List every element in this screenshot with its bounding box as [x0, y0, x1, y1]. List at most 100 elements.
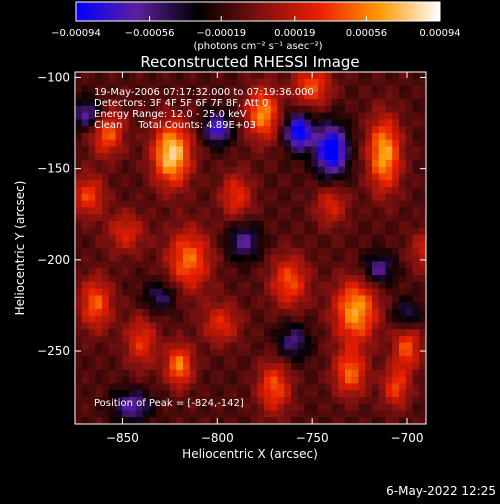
heatmap-cell: [264, 410, 272, 418]
heatmap-cell: [345, 227, 353, 236]
heatmap-cell: [149, 85, 157, 93]
heatmap-cell: [358, 72, 366, 80]
heatmap-cell: [277, 363, 285, 371]
heatmap-cell: [162, 112, 171, 120]
heatmap-cell: [291, 132, 299, 141]
heatmap-cell: [122, 376, 130, 384]
heatmap-cell: [142, 227, 150, 236]
heatmap-cell: [318, 363, 326, 371]
heatmap-cell: [284, 281, 292, 290]
heatmap-cell: [385, 396, 393, 405]
heatmap-cell: [264, 146, 272, 154]
heatmap-cell: [399, 376, 407, 384]
heatmap-cell: [264, 396, 272, 405]
heatmap-cell: [115, 248, 123, 256]
heatmap-cell: [183, 85, 191, 93]
heatmap-cell: [81, 383, 90, 391]
heatmap-cell: [88, 139, 96, 148]
heatmap-cell: [351, 85, 360, 93]
heatmap-cell: [216, 248, 225, 256]
heatmap-cell: [203, 72, 211, 80]
heatmap-cell: [230, 153, 238, 161]
heatmap-cell: [230, 132, 238, 141]
heatmap-cell: [284, 105, 292, 114]
heatmap-cell: [122, 126, 130, 134]
heatmap-cell: [338, 153, 346, 161]
heatmap-cell: [378, 180, 387, 188]
heatmap-cell: [122, 308, 130, 317]
heatmap-cell: [331, 268, 339, 276]
heatmap-cell: [257, 187, 265, 195]
heatmap-cell: [250, 268, 258, 276]
heatmap-cell: [331, 72, 339, 80]
heatmap-cell: [149, 92, 157, 100]
heatmap-cell: [385, 315, 393, 324]
heatmap-cell: [270, 85, 279, 93]
heatmap-cell: [75, 166, 83, 175]
heatmap-cell: [270, 78, 279, 87]
heatmap-cell: [324, 356, 333, 364]
heatmap-cell: [95, 85, 103, 93]
heatmap-cell: [176, 126, 184, 134]
heatmap-cell: [142, 363, 150, 371]
heatmap-cell: [196, 315, 204, 324]
heatmap-cell: [351, 302, 360, 310]
heatmap-cell: [243, 315, 252, 324]
heatmap-cell: [102, 275, 110, 283]
heatmap-cell: [378, 166, 387, 175]
heatmap-cell: [156, 187, 164, 195]
heatmap-cell: [196, 288, 204, 296]
heatmap-cell: [365, 207, 373, 215]
heatmap-cell: [365, 254, 373, 263]
heatmap-cell: [324, 166, 333, 175]
heatmap-cell: [149, 139, 157, 148]
heatmap-cell: [304, 227, 312, 236]
heatmap-cell: [129, 254, 137, 263]
heatmap-cell: [385, 302, 393, 310]
heatmap-cell: [230, 200, 238, 208]
heatmap-cell: [216, 85, 225, 93]
heatmap-cell: [149, 336, 157, 344]
heatmap-cell: [189, 78, 198, 87]
heatmap-cell: [392, 383, 400, 391]
heatmap-cell: [81, 234, 90, 242]
heatmap-cell: [196, 193, 204, 202]
heatmap-cell: [115, 268, 123, 276]
heatmap-cell: [392, 396, 400, 405]
heatmap-cell: [412, 72, 420, 80]
heatmap-cell: [331, 349, 339, 357]
heatmap-cell: [284, 214, 292, 222]
heatmap-cell: [331, 275, 339, 283]
heatmap-cell: [115, 187, 123, 195]
heatmap-cell: [324, 281, 333, 290]
annotation-time-range: 19-May-2006 07:17:32.000 to 07:19:36.000: [94, 87, 314, 98]
heatmap-cell: [75, 78, 83, 87]
heatmap-cell: [365, 329, 373, 337]
heatmap-cell: [405, 342, 414, 351]
heatmap-cell: [81, 254, 90, 263]
heatmap-cell: [176, 308, 184, 317]
heatmap-cell: [88, 193, 96, 202]
heatmap-cell: [365, 342, 373, 351]
heatmap-cell: [210, 275, 218, 283]
heatmap-cell: [129, 308, 137, 317]
heatmap-cell: [378, 220, 387, 229]
heatmap-cell: [277, 78, 285, 87]
heatmap-cell: [405, 315, 414, 324]
heatmap-cell: [149, 417, 157, 424]
heatmap-cell: [277, 139, 285, 148]
heatmap-cell: [189, 146, 198, 154]
y-tick-label: −200: [37, 253, 70, 267]
heatmap-cell: [372, 126, 380, 134]
heatmap-cell: [345, 295, 353, 303]
heatmap-cell: [75, 369, 83, 378]
heatmap-cell: [351, 220, 360, 229]
heatmap-cell: [129, 369, 137, 378]
heatmap-cell: [210, 417, 218, 424]
heatmap-cell: [372, 349, 380, 357]
heatmap-cell: [331, 139, 339, 148]
heatmap-cell: [237, 356, 245, 364]
heatmap-cell: [102, 281, 110, 290]
heatmap-cell: [358, 302, 366, 310]
heatmap-cell: [297, 207, 306, 215]
